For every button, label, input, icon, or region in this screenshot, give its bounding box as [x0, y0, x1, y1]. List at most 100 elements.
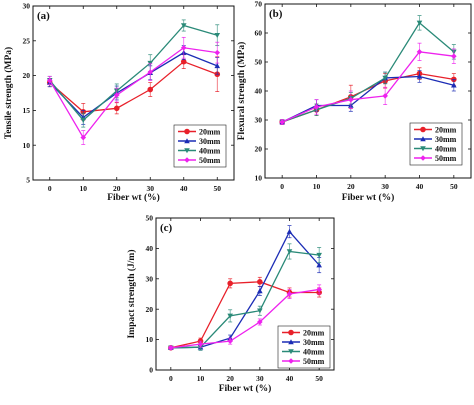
legend-marker: [288, 349, 294, 355]
y-tick-label: 20: [23, 71, 31, 80]
data-point: [227, 280, 233, 287]
legend-marker: [420, 155, 426, 161]
y-tick-label: 70: [255, 0, 263, 9]
series-20mm: [46, 54, 221, 121]
legend-entry-label: 40mm: [435, 144, 457, 153]
legend-entry-label: 40mm: [199, 146, 221, 155]
plot-frame: [32, 5, 235, 181]
x-tick-label: 10: [313, 182, 321, 191]
x-tick-label: 50: [214, 184, 222, 193]
y-tick-label: 60: [255, 29, 263, 38]
x-tick-label: 20: [226, 374, 234, 383]
data-point: [180, 23, 187, 29]
data-point: [80, 117, 87, 123]
plot-frame: [155, 217, 335, 371]
x-tick-label: 40: [286, 374, 294, 383]
x-tick-label: 50: [315, 374, 323, 383]
data-point: [257, 288, 263, 294]
x-axis-label: Fiber wt (%): [219, 383, 272, 394]
data-point: [197, 341, 204, 347]
x-tick-label: 0: [280, 182, 284, 191]
data-point: [382, 75, 388, 81]
y-tick-label: 40: [146, 244, 154, 253]
x-tick-label: 0: [48, 184, 52, 193]
y-tick-label: 0: [149, 366, 153, 375]
data-point: [46, 77, 53, 84]
x-tick-label: 20: [113, 184, 121, 193]
legend-marker: [288, 339, 294, 345]
y-axis-label: Impact strength (J/m): [126, 249, 137, 338]
legend-marker: [420, 136, 426, 142]
legend-entry-label: 30mm: [199, 137, 221, 146]
y-tick-label: 10: [255, 174, 263, 183]
data-point: [279, 119, 285, 125]
legend-entry-label: 20mm: [303, 328, 325, 337]
series-50mm: [279, 42, 457, 125]
legend-marker: [420, 126, 426, 133]
x-tick-label: 30: [381, 182, 389, 191]
data-point: [316, 286, 322, 293]
data-point: [227, 338, 233, 344]
y-tick-label: 10: [146, 335, 154, 344]
data-point: [168, 345, 174, 351]
legend-entry-label: 20mm: [199, 127, 221, 136]
legend-entry-label: 20mm: [435, 125, 457, 134]
data-point: [286, 249, 293, 255]
legend-marker: [288, 358, 294, 364]
data-point: [147, 60, 154, 66]
y-tick-label: 40: [255, 87, 263, 96]
data-point: [257, 279, 263, 285]
data-point: [227, 313, 233, 319]
series-20mm: [279, 67, 457, 125]
data-point: [257, 319, 263, 325]
series-50mm: [46, 36, 221, 145]
data-point: [180, 44, 187, 51]
y-tick-label: 25: [23, 36, 31, 45]
series-line: [49, 60, 218, 113]
data-point: [416, 49, 423, 55]
series-line: [281, 75, 454, 123]
data-point: [286, 228, 293, 234]
data-point: [180, 58, 187, 65]
y-tick-label: 10: [23, 141, 31, 150]
y-tick-label: 30: [146, 274, 154, 283]
series-line: [49, 47, 218, 139]
chart-panel-2: 0 10 20 30 40 50 0 10 20 30 40 50 Fiber wt (%) Impact…: [126, 214, 335, 394]
series-line: [49, 51, 218, 119]
data-point: [257, 308, 263, 314]
legend-marker: [288, 329, 294, 336]
data-point: [382, 93, 388, 99]
y-tick-label: 50: [255, 58, 263, 67]
series-30mm: [46, 45, 221, 125]
legend-marker: [184, 138, 190, 144]
y-tick-label: 50: [146, 214, 154, 223]
legend-entry-label: 50mm: [435, 154, 457, 163]
chart-panel-1: 0 10 20 30 40 50 10 20 30 40 50 60 70 Fiber wt (%) Fle…: [236, 0, 472, 203]
x-tick-label: 10: [80, 184, 88, 193]
data-point: [316, 252, 322, 258]
data-point: [286, 291, 293, 297]
panel-label: (b): [269, 8, 283, 20]
data-point: [348, 96, 354, 103]
x-tick-label: 30: [147, 184, 155, 193]
x-tick-label: 10: [197, 374, 205, 383]
y-axis-label: Flexural strength (MPa): [236, 42, 247, 141]
series-line: [170, 250, 320, 349]
legend-entry-label: 40mm: [303, 347, 325, 356]
legend-entry-label: 50mm: [303, 357, 325, 366]
data-point: [451, 82, 457, 88]
legend-entry-label: 30mm: [303, 338, 325, 347]
y-tick-label: 30: [23, 2, 31, 11]
x-axis-label: Fiber wt (%): [107, 192, 160, 203]
data-point: [416, 20, 423, 26]
legend-entry-label: 30mm: [435, 135, 457, 144]
series-40mm: [46, 19, 221, 128]
y-tick-label: 20: [146, 305, 154, 314]
data-point: [214, 63, 221, 69]
y-tick-label: 15: [23, 106, 31, 115]
x-tick-label: 40: [180, 184, 188, 193]
